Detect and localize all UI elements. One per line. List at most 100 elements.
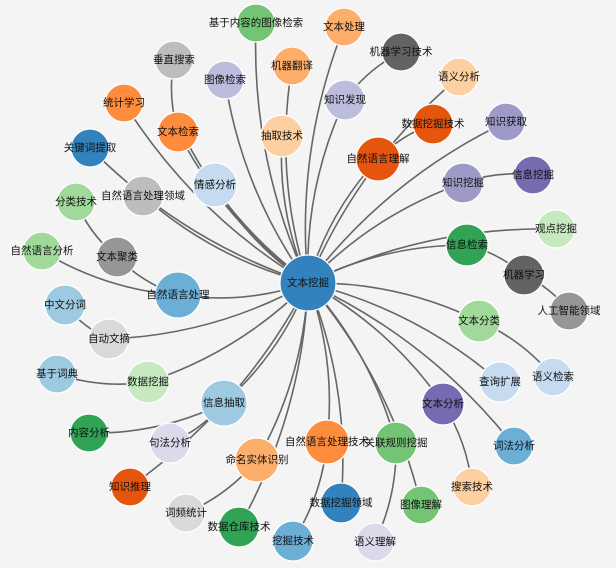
graph-node[interactable]: 知识获取 [485, 102, 527, 142]
node-circle[interactable] [157, 111, 199, 153]
node-circle[interactable] [401, 485, 441, 525]
node-circle[interactable] [355, 522, 395, 562]
graph-node[interactable]: 图像理解 [400, 485, 442, 525]
graph-node[interactable]: 关联规则挖掘 [365, 421, 428, 465]
graph-node[interactable]: 信息挖掘 [512, 155, 554, 195]
graph-node[interactable]: 语义分析 [438, 57, 480, 97]
graph-node[interactable]: 人工智能领域 [538, 291, 601, 331]
graph-node[interactable]: 数据仓库技术 [208, 506, 271, 548]
node-circle[interactable] [200, 379, 248, 427]
graph-node[interactable]: 机器学习技术 [370, 32, 433, 72]
node-circle[interactable] [439, 57, 479, 97]
graph-node[interactable]: 命名实体识别 [226, 437, 289, 483]
graph-node[interactable]: 语义理解 [354, 522, 396, 562]
graph-node[interactable]: 数据挖掘 [126, 360, 170, 404]
graph-node[interactable]: 自动文摘 [88, 318, 130, 360]
graph-node[interactable]: 观点挖掘 [535, 209, 577, 249]
graph-node[interactable]: 文本分析 [421, 382, 465, 426]
center-node[interactable]: 文本挖掘 [279, 254, 337, 312]
graph-node[interactable]: 统计学习 [103, 83, 145, 123]
graph-node[interactable]: 自然语言处理 [147, 271, 210, 319]
graph-node[interactable]: 中文分词 [44, 284, 86, 326]
graph-node[interactable]: 信息抽取 [200, 379, 248, 427]
node-circle[interactable] [192, 162, 238, 208]
node-circle[interactable] [205, 60, 245, 100]
graph-node[interactable]: 挖掘技术 [272, 520, 314, 562]
graph-node[interactable]: 情感分析 [192, 162, 238, 208]
node-circle[interactable] [37, 354, 77, 394]
graph-node[interactable]: 机器翻译 [271, 46, 313, 86]
node-circle[interactable] [304, 419, 350, 465]
node-circle[interactable] [70, 128, 110, 168]
node-circle[interactable] [154, 271, 202, 319]
node-circle[interactable] [149, 422, 191, 464]
node-circle[interactable] [104, 83, 144, 123]
graph-node[interactable]: 垂直搜索 [153, 40, 195, 80]
node-circle[interactable] [486, 102, 526, 142]
graph-node[interactable]: 知识发现 [324, 79, 366, 121]
node-circle[interactable] [513, 155, 553, 195]
node-circle[interactable] [236, 3, 276, 43]
graph-node[interactable]: 自然语言处理领域 [101, 175, 185, 217]
node-circle[interactable] [533, 357, 573, 397]
node-circle[interactable] [44, 284, 86, 326]
node-circle[interactable] [88, 318, 130, 360]
node-circle[interactable] [96, 236, 138, 278]
graph-node[interactable]: 知识挖掘 [442, 162, 484, 204]
node-circle[interactable] [445, 223, 489, 267]
graph-node[interactable]: 抽取技术 [260, 114, 304, 158]
node-circle[interactable] [355, 136, 401, 182]
graph-node[interactable]: 基于词典 [36, 354, 78, 394]
node-circle[interactable] [218, 506, 260, 548]
graph-node[interactable]: 数据挖掘技术 [402, 103, 465, 145]
node-circle[interactable] [374, 421, 418, 465]
node-circle[interactable] [320, 482, 362, 524]
node-circle[interactable] [272, 46, 312, 86]
graph-node[interactable]: 关键词提取 [64, 128, 117, 168]
node-circle[interactable] [324, 79, 366, 121]
node-circle[interactable] [69, 413, 109, 453]
node-circle[interactable] [56, 182, 96, 222]
node-circle[interactable] [479, 361, 521, 403]
graph-node[interactable]: 语义检索 [532, 357, 574, 397]
node-circle[interactable] [126, 360, 170, 404]
node-circle[interactable] [412, 103, 454, 145]
node-circle[interactable] [110, 467, 150, 507]
graph-node[interactable]: 文本处理 [323, 7, 365, 47]
graph-node[interactable]: 图像检索 [204, 60, 246, 100]
node-circle[interactable] [279, 254, 337, 312]
graph-node[interactable]: 文本检索 [157, 111, 199, 153]
node-circle[interactable] [381, 32, 421, 72]
graph-node[interactable]: 数据挖掘领域 [310, 482, 373, 524]
graph-node[interactable]: 机器学习 [503, 254, 545, 296]
graph-node[interactable]: 自然语言分析 [11, 231, 74, 271]
graph-node[interactable]: 分类技术 [55, 182, 97, 222]
graph-node[interactable]: 内容分析 [68, 413, 110, 453]
node-circle[interactable] [154, 40, 194, 80]
node-circle[interactable] [122, 175, 164, 217]
node-circle[interactable] [503, 254, 545, 296]
node-circle[interactable] [494, 426, 534, 466]
graph-node[interactable]: 词频统计 [165, 493, 207, 533]
graph-node[interactable]: 文本聚类 [96, 236, 138, 278]
node-circle[interactable] [22, 231, 62, 271]
node-circle[interactable] [549, 291, 589, 331]
graph-node[interactable]: 信息检索 [445, 223, 489, 267]
graph-node[interactable]: 基于内容的图像检索 [209, 3, 304, 43]
graph-node[interactable]: 查询扩展 [479, 361, 521, 403]
node-circle[interactable] [260, 114, 304, 158]
node-circle[interactable] [421, 382, 465, 426]
node-circle[interactable] [536, 209, 576, 249]
node-circle[interactable] [166, 493, 206, 533]
node-circle[interactable] [234, 437, 280, 483]
node-circle[interactable] [272, 520, 314, 562]
graph-node[interactable]: 文本分类 [457, 299, 501, 343]
graph-node[interactable]: 自然语言处理技术 [285, 419, 369, 465]
node-circle[interactable] [324, 7, 364, 47]
graph-node[interactable]: 自然语言理解 [347, 136, 410, 182]
node-circle[interactable] [442, 162, 484, 204]
node-circle[interactable] [457, 299, 501, 343]
graph-node[interactable]: 知识推理 [109, 467, 151, 507]
graph-node[interactable]: 句法分析 [149, 422, 191, 464]
graph-node[interactable]: 词法分析 [493, 426, 535, 466]
